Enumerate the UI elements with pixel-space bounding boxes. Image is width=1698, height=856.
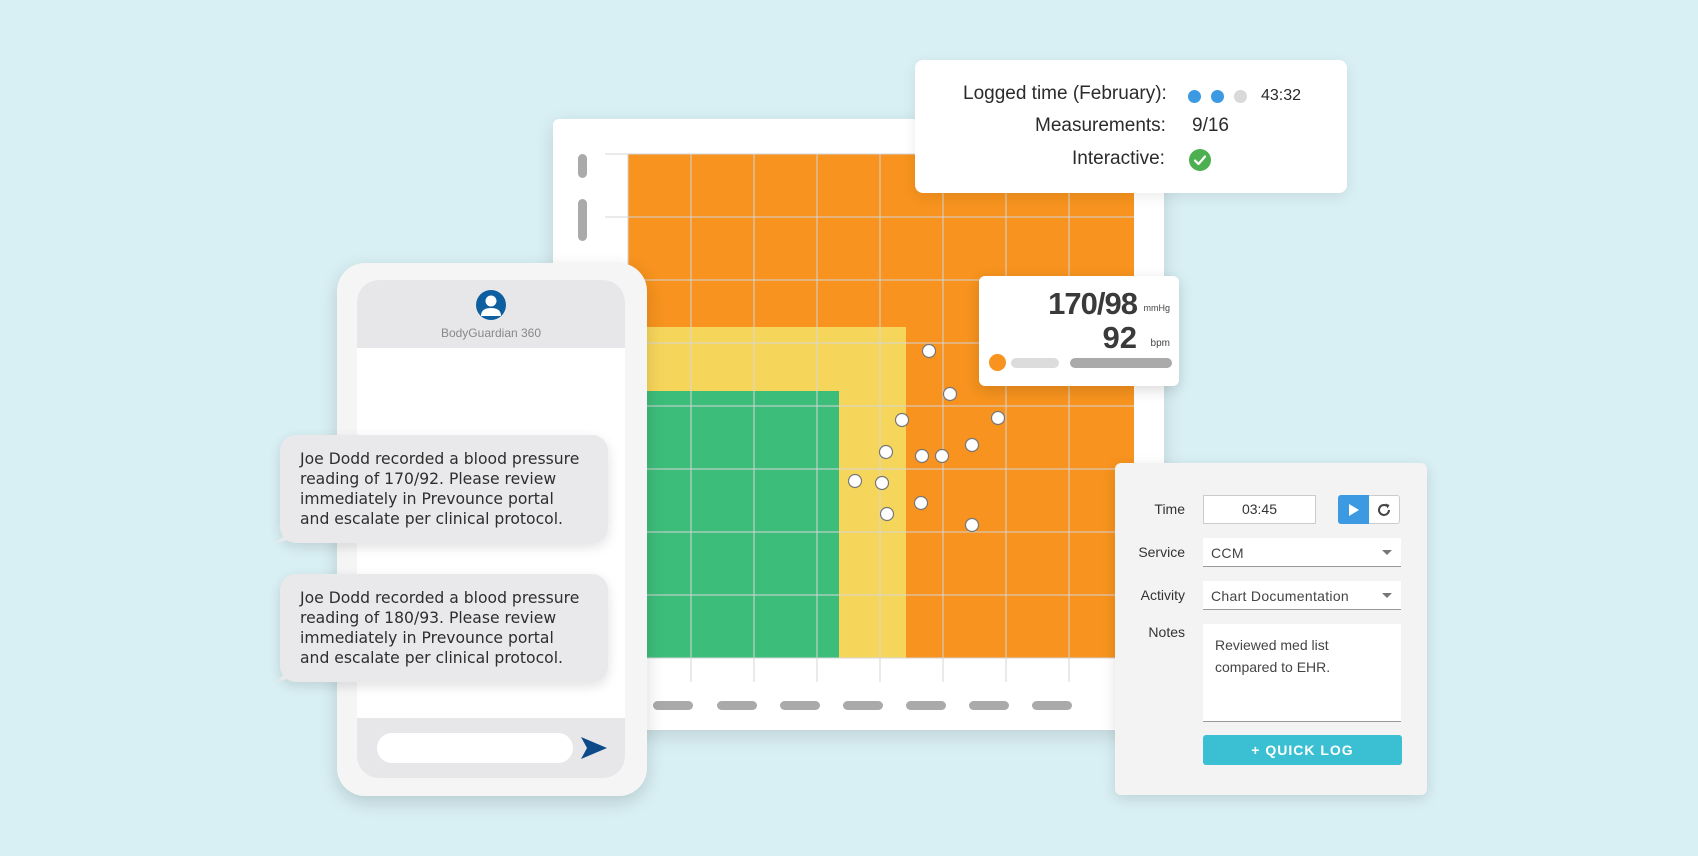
service-value: CCM (1211, 545, 1244, 561)
notes-textarea[interactable]: Reviewed med list compared to EHR. (1203, 624, 1401, 722)
message-input[interactable] (377, 733, 573, 763)
message-bubble: Joe Dodd recorded a blood pressure readi… (273, 574, 608, 682)
bp-unit: mmHg (1143, 303, 1171, 313)
quick-log-button[interactable]: + QUICK LOG (1203, 735, 1402, 765)
reset-timer-button[interactable] (1369, 495, 1400, 524)
service-select[interactable]: CCM (1203, 538, 1401, 567)
progress-dot-empty (1234, 89, 1247, 103)
message-bubble: Joe Dodd recorded a blood pressure readi… (273, 435, 608, 543)
quick-log-panel: Time 03:45 Service CCM Activity Chart Do… (1115, 463, 1427, 795)
placeholder-bar (1070, 358, 1172, 368)
logged-time-value: 43:32 (1261, 87, 1302, 104)
time-label: Time (1154, 501, 1185, 517)
latest-reading-card: 170/98 mmHg 92 bpm (979, 276, 1179, 386)
heart-rate-unit: bpm (1150, 338, 1170, 349)
contact-name: BodyGuardian 360 (440, 326, 542, 340)
interactive-label: Interactive: (1072, 148, 1165, 169)
send-icon (581, 737, 607, 759)
chat-header: BodyGuardian 360 (357, 280, 625, 348)
heart-rate-value: 92 (1102, 320, 1137, 355)
send-button[interactable] (580, 736, 610, 762)
activity-label: Activity (1140, 587, 1185, 603)
logged-time-label: Logged time (February): (963, 83, 1167, 104)
patient-stats-card: Logged time (February): 43:32 Measuremen… (915, 60, 1347, 193)
progress-dot-filled (1188, 89, 1201, 103)
logged-time-indicator: 43:32 (1188, 87, 1301, 105)
bp-value: 170/98 (1048, 286, 1138, 321)
activity-value: Chart Documentation (1211, 588, 1349, 604)
message-text: Joe Dodd recorded a blood pressure readi… (300, 589, 580, 667)
bubble-tail (273, 666, 295, 682)
status-dot-icon (989, 354, 1006, 371)
service-label: Service (1138, 544, 1185, 560)
chevron-down-icon (1382, 593, 1392, 598)
play-icon (1348, 503, 1359, 516)
measurements-label: Measurements: (1035, 115, 1166, 136)
activity-select[interactable]: Chart Documentation (1203, 581, 1401, 610)
message-text: Joe Dodd recorded a blood pressure readi… (300, 450, 580, 528)
refresh-icon (1378, 503, 1390, 516)
chevron-down-icon (1382, 550, 1392, 555)
bubble-tail (273, 527, 295, 543)
check-icon (1189, 149, 1211, 171)
chat-composer (357, 718, 625, 778)
placeholder-bar (1011, 358, 1059, 368)
start-timer-button[interactable] (1338, 495, 1369, 524)
measurements-value: 9/16 (1192, 115, 1229, 136)
avatar-icon (476, 290, 506, 320)
time-field[interactable]: 03:45 (1203, 495, 1316, 524)
progress-dot-filled (1211, 89, 1224, 103)
notes-label: Notes (1148, 624, 1185, 640)
